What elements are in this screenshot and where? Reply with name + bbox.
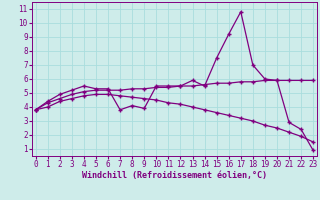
X-axis label: Windchill (Refroidissement éolien,°C): Windchill (Refroidissement éolien,°C) [82,171,267,180]
